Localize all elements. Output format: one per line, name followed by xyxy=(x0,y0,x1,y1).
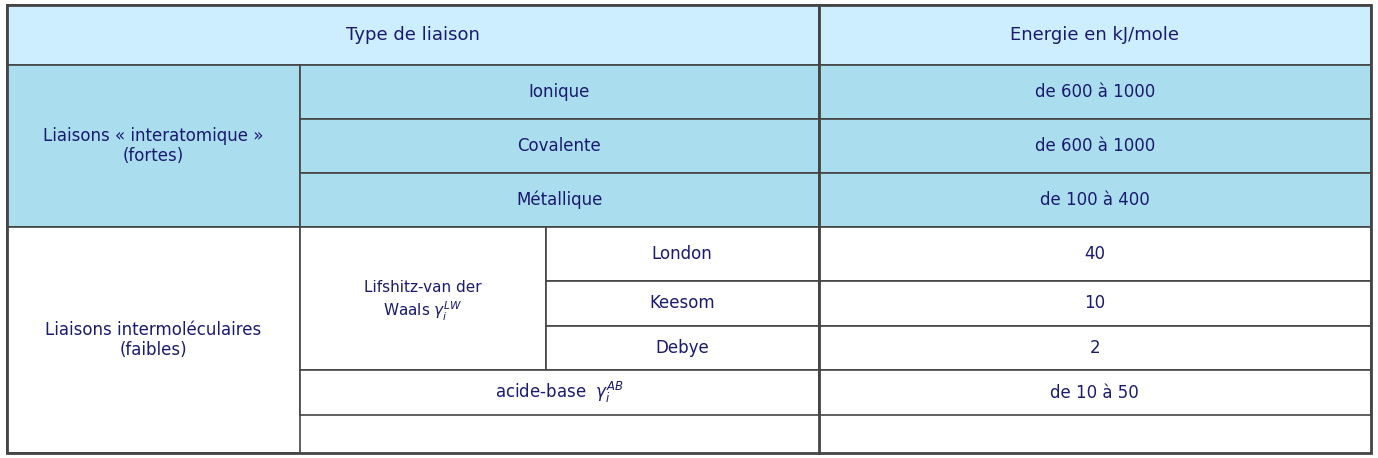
Bar xyxy=(819,281,1371,326)
Text: London: London xyxy=(652,245,712,263)
Text: Liaisons intermoléculaires
(faibles): Liaisons intermoléculaires (faibles) xyxy=(45,321,262,360)
Text: Métallique: Métallique xyxy=(517,191,602,209)
Text: de 100 à 400: de 100 à 400 xyxy=(1040,191,1149,209)
Text: de 600 à 1000: de 600 à 1000 xyxy=(1035,83,1155,101)
Bar xyxy=(300,371,819,415)
Bar xyxy=(819,371,1371,415)
Bar xyxy=(819,119,1371,173)
Text: Ionique: Ionique xyxy=(529,83,590,101)
Bar xyxy=(546,281,819,326)
Text: Type de liaison: Type de liaison xyxy=(346,26,480,44)
Bar xyxy=(546,326,819,371)
Text: acide-base  $\gamma_i^{AB}$: acide-base $\gamma_i^{AB}$ xyxy=(495,380,624,405)
Bar xyxy=(300,227,546,371)
Bar xyxy=(819,173,1371,227)
Bar xyxy=(300,173,819,227)
Text: Energie en kJ/mole: Energie en kJ/mole xyxy=(1010,26,1180,44)
Bar xyxy=(546,227,819,281)
Text: Waals $\gamma_i^{LW}$: Waals $\gamma_i^{LW}$ xyxy=(383,300,463,323)
Text: Debye: Debye xyxy=(656,339,710,357)
Text: 40: 40 xyxy=(1084,245,1105,263)
Text: 2: 2 xyxy=(1090,339,1100,357)
Bar xyxy=(300,65,819,119)
Bar xyxy=(7,65,300,227)
Text: Keesom: Keesom xyxy=(649,294,715,312)
Text: 10: 10 xyxy=(1084,294,1105,312)
Text: de 600 à 1000: de 600 à 1000 xyxy=(1035,137,1155,155)
Text: Covalente: Covalente xyxy=(518,137,601,155)
Bar xyxy=(819,227,1371,281)
Bar xyxy=(819,5,1371,65)
Bar xyxy=(300,119,819,173)
Bar xyxy=(819,326,1371,371)
Bar xyxy=(7,227,300,453)
Text: Liaisons « interatomique »
(fortes): Liaisons « interatomique » (fortes) xyxy=(43,126,263,165)
Bar xyxy=(819,65,1371,119)
Text: de 10 à 50: de 10 à 50 xyxy=(1050,384,1140,402)
Text: Lifshitz-van der: Lifshitz-van der xyxy=(364,280,482,294)
Bar xyxy=(7,5,819,65)
